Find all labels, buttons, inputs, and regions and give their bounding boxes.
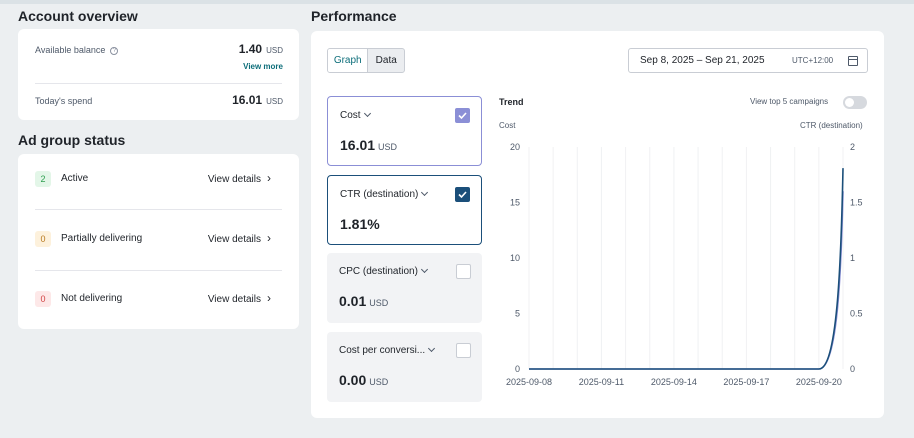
metric-label: CPC (destination) [339, 265, 428, 277]
metric-card-cpc[interactable]: CPC (destination) 0.01 USD [327, 253, 482, 323]
available-balance-row: Available balance? 1.40 USD View more [35, 42, 283, 71]
metric-label: Cost [340, 109, 371, 121]
status-count-badge: 0 [35, 291, 51, 307]
status-row-not-delivering: 0 Not delivering View details › [35, 291, 271, 309]
check-icon [458, 112, 467, 120]
view-top-campaigns-toggle[interactable] [843, 96, 867, 109]
view-details-active[interactable]: View details › [207, 171, 271, 185]
status-row-partially-delivering: 0 Partially delivering View details › [35, 231, 271, 249]
account-overview-card: Available balance? 1.40 USD View more Tod… [18, 29, 299, 120]
timezone-label: UTC+12:00 [792, 56, 834, 65]
metric-value: 0.01 USD [339, 293, 389, 309]
metric-label: Cost per conversi... [339, 344, 436, 356]
view-more-link[interactable]: View more [243, 62, 283, 71]
status-count-badge: 0 [35, 231, 51, 247]
right-axis-label: CTR (destination) [800, 121, 863, 130]
metric-value: 16.01 USD [340, 137, 398, 153]
ad-group-status-card: 2 Active View details › 0 Partially deliv… [18, 154, 299, 329]
trend-title: Trend [499, 97, 524, 107]
available-balance-value: 1.40 USD [238, 42, 283, 56]
metric-value: 0.00 USD [339, 372, 389, 388]
performance-title: Performance [311, 8, 397, 24]
view-details-not-delivering[interactable]: View details › [207, 291, 271, 305]
chevron-right-icon: › [267, 231, 271, 245]
account-overview-title: Account overview [18, 8, 138, 24]
metric-checkbox[interactable] [455, 187, 470, 202]
status-label: Partially delivering [61, 233, 143, 244]
todays-spend-row: Today's spend 16.01 USD [35, 93, 283, 107]
calendar-icon [848, 56, 858, 66]
chevron-right-icon: › [267, 171, 271, 185]
divider [35, 83, 282, 84]
metric-value: 1.81% [340, 216, 380, 232]
status-count-badge: 2 [35, 171, 51, 187]
todays-spend-label: Today's spend [35, 96, 93, 106]
view-details-partially-delivering[interactable]: View details › [207, 231, 271, 245]
date-range-text: Sep 8, 2025 – Sep 21, 2025 [640, 55, 765, 66]
todays-spend-value: 16.01 USD [232, 93, 283, 107]
view-top-campaigns-label: View top 5 campaigns [750, 97, 829, 106]
chevron-down-icon [421, 188, 429, 197]
info-icon[interactable]: ? [110, 46, 119, 55]
status-label: Not delivering [61, 293, 123, 304]
check-icon [458, 191, 467, 199]
divider [35, 209, 282, 210]
top-strip [0, 0, 914, 4]
tab-graph[interactable]: Graph [328, 49, 369, 72]
date-range-picker[interactable]: Sep 8, 2025 – Sep 21, 2025 UTC+12:00 [628, 48, 868, 73]
chevron-down-icon [420, 265, 428, 274]
metric-card-ctr[interactable]: CTR (destination) 1.81% [327, 175, 482, 245]
tab-data[interactable]: Data [375, 55, 397, 66]
divider [35, 270, 282, 271]
metric-card-cost-per-conversion[interactable]: Cost per conversi... 0.00 USD [327, 332, 482, 402]
chevron-right-icon: › [267, 291, 271, 305]
view-toggle: Graph Data [327, 48, 405, 73]
chevron-down-icon [363, 109, 371, 118]
metric-checkbox[interactable] [456, 343, 471, 358]
metric-card-cost[interactable]: Cost 16.01 USD [327, 96, 482, 166]
metric-label: CTR (destination) [340, 188, 429, 200]
status-label: Active [61, 173, 89, 184]
left-axis-label: Cost [499, 121, 516, 130]
available-balance-label: Available balance [35, 45, 106, 55]
status-row-active: 2 Active View details › [35, 171, 271, 189]
chevron-down-icon [428, 344, 436, 353]
metric-checkbox[interactable] [455, 108, 470, 123]
metric-checkbox[interactable] [456, 264, 471, 279]
ad-group-status-title: Ad group status [18, 132, 126, 148]
